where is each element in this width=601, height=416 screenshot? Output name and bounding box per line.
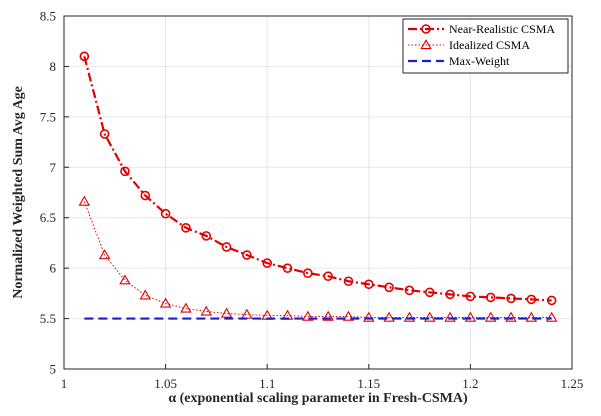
legend-label: Max-Weight xyxy=(449,54,510,68)
data-point-circle xyxy=(445,289,455,300)
x-tick-label: 1.25 xyxy=(561,376,584,391)
legend-item: Max-Weight xyxy=(408,54,510,68)
y-tick-label: 5.5 xyxy=(40,311,56,326)
series-line xyxy=(83,56,552,302)
legend-item: Near-Realistic CSMA xyxy=(408,22,555,36)
series-line xyxy=(83,201,552,319)
x-axis-title: α (exponential scaling parameter in Fres… xyxy=(168,391,468,406)
data-point-triangle xyxy=(159,297,172,308)
axis-ticks: 1 1.05 1.1 1.15 1.2 1.25 5 5.5 6 6.5 7 7.5 8 8.5 xyxy=(40,9,584,392)
data-point-circle xyxy=(546,295,557,306)
data-point-triangle xyxy=(444,311,456,322)
legend: Near-Realistic CSMA Idealized CSMA Max-Wei… xyxy=(402,18,569,74)
data-point-circle xyxy=(221,242,232,252)
data-point-triangle xyxy=(180,302,192,313)
x-tick-label: 1.05 xyxy=(154,376,177,391)
data-point-circle xyxy=(363,279,374,290)
data-point-circle xyxy=(181,223,191,233)
data-point-circle xyxy=(526,294,537,305)
plot-frame xyxy=(63,15,573,370)
data-point-triangle xyxy=(545,311,558,322)
data-point-triangle xyxy=(403,311,416,322)
data-point-circle xyxy=(282,263,293,273)
data-point-triangle xyxy=(119,274,131,285)
data-point-circle xyxy=(99,129,110,139)
legend-item: Idealized CSMA xyxy=(408,38,530,52)
data-point-circle xyxy=(485,292,496,303)
data-point-triangle xyxy=(241,308,253,319)
data-point-triangle xyxy=(424,311,436,322)
data-point-circle xyxy=(201,231,212,241)
data-point-circle xyxy=(323,271,333,282)
data-point-circle xyxy=(160,208,171,219)
y-tick-label: 8.5 xyxy=(40,9,56,24)
data-point-circle xyxy=(303,268,313,278)
y-tick-label: 6.5 xyxy=(40,210,56,225)
data-point-circle xyxy=(424,287,435,298)
data-point-circle xyxy=(384,282,394,293)
x-tick-label: 1 xyxy=(61,376,68,391)
legend-marker xyxy=(421,24,431,34)
data-point-triangle xyxy=(342,310,355,321)
data-point-triangle xyxy=(484,311,497,322)
data-point-circle xyxy=(262,258,273,268)
series-near-realistic-csma xyxy=(79,51,557,306)
data-point-triangle xyxy=(139,289,152,300)
data-point-triangle xyxy=(383,311,395,322)
data-point-triangle xyxy=(505,311,517,322)
y-tick-label: 7.5 xyxy=(40,109,56,124)
legend-label: Near-Realistic CSMA xyxy=(449,22,555,36)
data-point-triangle xyxy=(322,310,334,321)
data-point-triangle xyxy=(302,310,314,321)
data-point-triangle xyxy=(98,249,111,260)
data-point-circle xyxy=(242,250,252,260)
y-tick-label: 7 xyxy=(50,160,57,175)
data-point-triangle xyxy=(363,311,375,322)
data-point-triangle xyxy=(78,195,91,206)
data-point-circle xyxy=(506,293,516,304)
y-tick-label: 8 xyxy=(50,59,57,74)
data-point-triangle xyxy=(220,307,233,318)
series-idealized-csma xyxy=(78,195,558,322)
data-point-circle xyxy=(465,291,476,302)
data-point-triangle xyxy=(200,305,212,316)
y-tick-label: 6 xyxy=(50,261,57,276)
data-point-circle xyxy=(343,276,354,287)
data-point-circle xyxy=(140,190,151,201)
x-tick-label: 1.15 xyxy=(357,376,380,391)
data-point-circle xyxy=(404,285,415,296)
x-tick-label: 1.1 xyxy=(259,376,275,391)
data-point-triangle xyxy=(525,311,538,322)
data-point-triangle xyxy=(464,311,477,322)
legend-label: Idealized CSMA xyxy=(449,38,530,52)
y-tick-label: 5 xyxy=(50,362,57,377)
legend-marker xyxy=(420,39,432,50)
data-point-circle xyxy=(79,51,90,62)
series-layer xyxy=(78,51,558,322)
y-axis-title: Normalized Weighted Sum Avg Age xyxy=(11,86,26,299)
x-tick-label: 1.2 xyxy=(462,376,478,391)
data-point-circle xyxy=(120,166,130,177)
